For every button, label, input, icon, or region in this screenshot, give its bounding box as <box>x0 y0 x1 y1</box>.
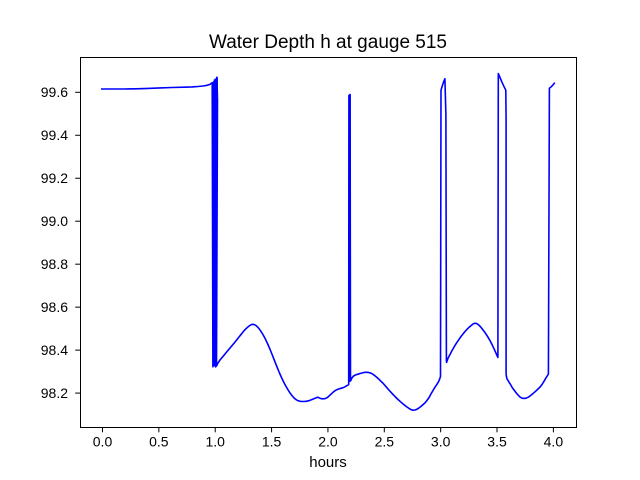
svg-text:2.0: 2.0 <box>318 434 338 450</box>
svg-text:3.0: 3.0 <box>431 434 451 450</box>
svg-text:98.2: 98.2 <box>41 385 68 401</box>
svg-text:hours: hours <box>309 454 347 471</box>
svg-text:98.6: 98.6 <box>41 299 68 315</box>
svg-text:98.4: 98.4 <box>41 342 68 358</box>
svg-text:99.0: 99.0 <box>41 213 68 229</box>
svg-text:1.5: 1.5 <box>262 434 282 450</box>
svg-text:99.2: 99.2 <box>41 170 68 186</box>
svg-text:99.6: 99.6 <box>41 84 68 100</box>
svg-text:3.5: 3.5 <box>487 434 507 450</box>
svg-text:1.0: 1.0 <box>205 434 225 450</box>
svg-text:98.8: 98.8 <box>41 256 68 272</box>
svg-text:99.4: 99.4 <box>41 127 68 143</box>
svg-text:2.5: 2.5 <box>375 434 395 450</box>
svg-text:0.5: 0.5 <box>149 434 169 450</box>
svg-text:4.0: 4.0 <box>544 434 564 450</box>
svg-text:0.0: 0.0 <box>93 434 113 450</box>
svg-text:Water Depth h at gauge 515: Water Depth h at gauge 515 <box>209 32 447 53</box>
